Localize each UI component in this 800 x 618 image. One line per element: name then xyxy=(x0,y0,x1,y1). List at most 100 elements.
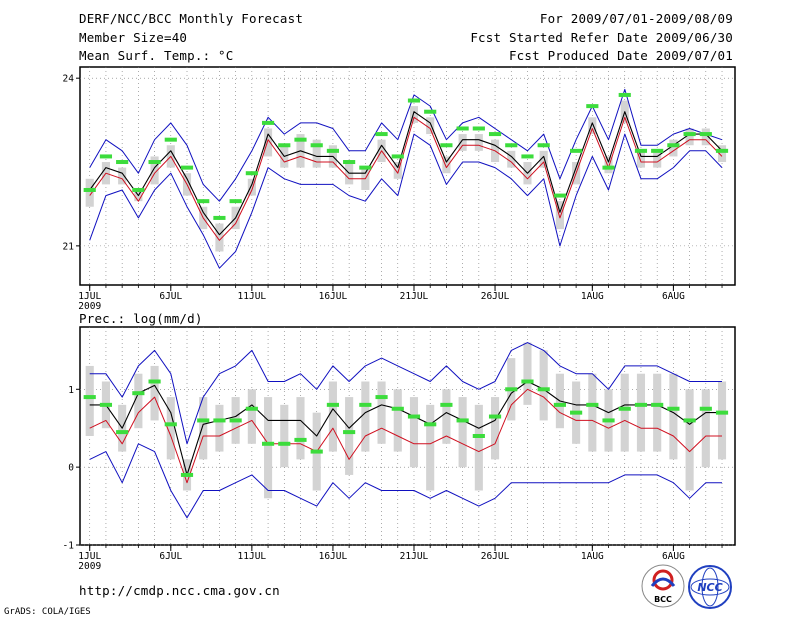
ensemble-box xyxy=(653,373,662,452)
ensemble-box xyxy=(685,128,694,146)
observed-marker xyxy=(83,187,96,192)
x-tick-label: 1AUG xyxy=(581,291,604,302)
observed-marker xyxy=(116,160,129,165)
observed-marker xyxy=(197,418,210,423)
ncc-logo-text: NCC xyxy=(697,581,722,594)
x-tick-label: 11JUL xyxy=(238,551,267,562)
ensemble-box xyxy=(474,404,483,491)
ensemble-box xyxy=(393,162,402,179)
observed-marker xyxy=(505,143,518,148)
upper-envelope-line xyxy=(89,342,722,445)
ensemble-box xyxy=(442,156,451,174)
ensemble-box xyxy=(685,389,694,491)
ensemble-box xyxy=(636,150,646,168)
x-tick-label: 6AUG xyxy=(662,291,685,302)
ensemble-box xyxy=(296,397,305,460)
x-tick-label: 16JUL xyxy=(319,291,348,302)
temperature-panel: 21 24 1JUL 6JUL 11JUL 16JUL 21JUL 26JUL 1AUG 6AUG… xyxy=(63,66,736,312)
ensemble-box xyxy=(653,150,662,168)
observed-marker xyxy=(667,143,680,148)
y-tick-label: -1 xyxy=(63,541,75,552)
bcc-logo-text: BCC xyxy=(654,595,672,604)
ensemble-box xyxy=(215,223,224,252)
observed-marker xyxy=(586,104,599,109)
observed-marker xyxy=(375,132,388,137)
member-size: Member Size=40 xyxy=(79,30,187,45)
observed-marker xyxy=(634,148,648,153)
ensemble-box xyxy=(701,389,710,468)
x-year-label: 2009 xyxy=(78,561,101,572)
ensemble-box xyxy=(345,397,354,475)
ensemble-box xyxy=(426,404,435,491)
ensemble-box xyxy=(134,373,143,429)
ensemble-box xyxy=(247,178,256,196)
x-tick-label: 21JUL xyxy=(400,551,429,562)
ensemble-box xyxy=(264,128,273,157)
observed-marker xyxy=(294,137,307,142)
observed-marker xyxy=(715,148,729,153)
x-year-label: 2009 xyxy=(78,301,101,312)
observed-marker xyxy=(407,98,421,103)
observed-marker xyxy=(407,414,421,419)
observed-marker xyxy=(148,160,161,165)
observed-marker xyxy=(456,126,469,131)
produced-date: Fcst Produced Date 2009/07/01 xyxy=(509,48,733,63)
ensemble-box xyxy=(85,365,94,436)
ensemble-box xyxy=(393,389,402,452)
ensemble-box xyxy=(199,397,208,460)
member-mean-line xyxy=(89,116,723,241)
ensemble-box xyxy=(636,373,646,452)
lower-envelope-line xyxy=(89,133,723,269)
observed-marker xyxy=(359,165,372,170)
observed-marker xyxy=(359,402,372,407)
observed-marker xyxy=(424,109,437,114)
observed-marker xyxy=(261,441,275,446)
observed-marker xyxy=(570,148,583,153)
ensemble-box xyxy=(717,381,727,460)
observed-marker xyxy=(440,402,453,407)
observed-marker xyxy=(440,143,453,148)
observed-marker xyxy=(488,132,502,137)
plot-frame xyxy=(79,326,736,546)
observed-marker xyxy=(278,441,291,446)
ensemble-box xyxy=(377,381,386,444)
observed-marker xyxy=(667,406,680,411)
observed-marker xyxy=(537,143,550,148)
ensemble-box xyxy=(247,389,256,444)
observed-marker xyxy=(164,422,177,427)
median-line xyxy=(89,380,722,476)
ensemble-box xyxy=(539,350,548,421)
x-tick-label: 21JUL xyxy=(400,291,429,302)
footer-url[interactable]: http://cmdp.ncc.cma.gov.cn xyxy=(79,583,280,598)
ensemble-box xyxy=(717,145,727,163)
observed-marker xyxy=(699,406,712,411)
observed-marker xyxy=(683,132,696,137)
observed-marker xyxy=(456,418,469,423)
ensemble-box xyxy=(507,150,516,168)
observed-marker xyxy=(132,187,145,192)
y-tick-label: 0 xyxy=(68,463,74,474)
ensemble-box xyxy=(409,397,419,468)
ensemble-box xyxy=(588,117,597,135)
observed-marker xyxy=(699,132,712,137)
ensemble-box xyxy=(458,134,467,151)
ensemble-box xyxy=(312,139,321,168)
observed-marker xyxy=(424,422,437,427)
observed-marker xyxy=(618,92,631,97)
observed-marker xyxy=(326,148,340,153)
chart-title: DERF/NCC/BCC Monthly Forecast xyxy=(79,11,303,26)
observed-marker xyxy=(391,406,404,411)
y-tick-label: 1 xyxy=(68,385,74,396)
ensemble-box xyxy=(604,156,613,174)
observed-marker xyxy=(197,199,210,204)
x-tick-label: 1JUL xyxy=(78,551,101,562)
observed-marker xyxy=(326,402,340,407)
observed-marker xyxy=(570,410,583,415)
observed-marker xyxy=(537,387,550,392)
observed-marker xyxy=(310,449,323,454)
observed-marker xyxy=(651,148,664,153)
observed-marker xyxy=(553,193,566,198)
x-tick-label: 1JUL xyxy=(78,291,101,302)
observed-marker xyxy=(602,418,615,423)
